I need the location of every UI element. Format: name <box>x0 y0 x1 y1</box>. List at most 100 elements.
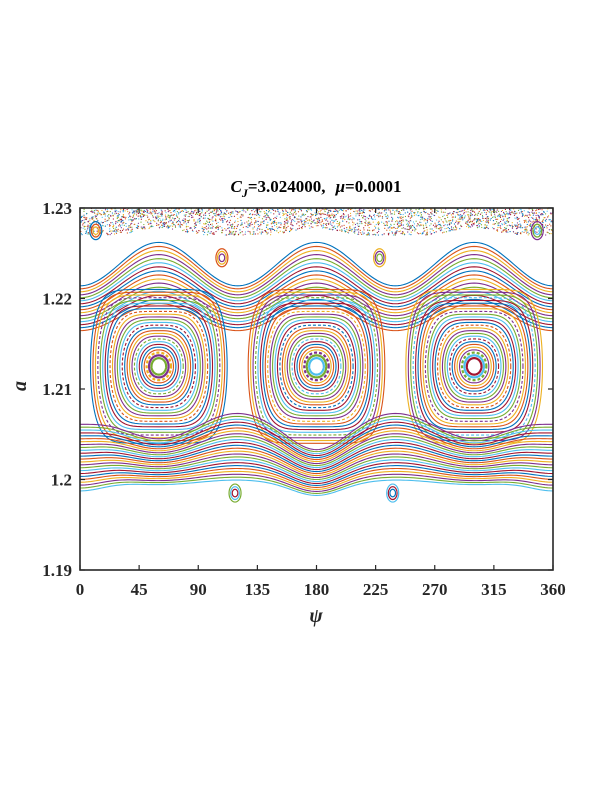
chaotic-point <box>334 219 336 222</box>
small-island-orbit <box>90 223 101 238</box>
lower-orbit-line <box>80 444 553 473</box>
chaotic-point <box>503 223 505 225</box>
chaotic-point <box>106 224 109 226</box>
island-orbit-line <box>145 351 173 382</box>
chaotic-point <box>142 211 145 213</box>
chaotic-point <box>121 229 124 232</box>
chaotic-point <box>210 211 212 213</box>
chaotic-point <box>136 212 138 214</box>
chaotic-point <box>473 222 475 224</box>
chaotic-point <box>125 222 127 225</box>
chaotic-point <box>435 225 437 227</box>
chaotic-point <box>489 211 491 213</box>
chaotic-point <box>483 209 485 211</box>
island-orbit-line <box>131 335 187 398</box>
island-orbit-line <box>444 332 505 400</box>
chaotic-point <box>286 218 288 220</box>
chaotic-point <box>286 222 288 224</box>
chaotic-point <box>249 233 251 235</box>
chaotic-point <box>517 231 519 234</box>
island-orbit-line <box>427 313 522 420</box>
chaotic-point <box>413 214 415 217</box>
chaotic-point <box>217 228 219 231</box>
chaotic-point <box>509 225 512 227</box>
chaotic-point <box>169 209 171 212</box>
chaotic-point <box>274 224 276 227</box>
chaotic-point <box>249 225 251 227</box>
chaotic-point <box>187 225 189 228</box>
chaotic-point <box>497 222 499 224</box>
chaotic-point <box>487 227 489 229</box>
chaotic-point <box>545 225 547 227</box>
chaotic-point <box>203 214 205 216</box>
chaotic-point <box>526 215 528 217</box>
x-tick-label: 0 <box>76 580 85 599</box>
chaotic-point <box>114 228 116 230</box>
chaotic-point <box>209 220 211 222</box>
chaotic-point <box>176 213 178 215</box>
chaotic-point <box>467 223 469 226</box>
chaotic-point <box>199 210 201 212</box>
chaotic-point <box>94 215 96 217</box>
chaotic-point <box>203 228 205 231</box>
chaotic-point <box>152 225 154 228</box>
chaotic-point <box>104 215 106 217</box>
chaotic-point <box>117 213 119 215</box>
chaotic-point <box>148 212 150 214</box>
chaotic-point <box>131 209 133 211</box>
chaotic-point <box>520 209 522 211</box>
chaotic-point <box>292 225 294 227</box>
chaotic-point <box>265 218 267 221</box>
chaotic-point <box>240 223 242 225</box>
chaotic-point <box>325 208 327 211</box>
chaotic-point <box>93 209 95 212</box>
chaotic-point <box>362 231 364 233</box>
lower-orbit-line <box>80 438 553 469</box>
chaotic-point <box>509 212 511 214</box>
chaotic-point <box>341 225 343 227</box>
chaotic-point <box>527 211 529 213</box>
chaotic-point <box>477 223 479 226</box>
chaotic-point <box>363 232 365 234</box>
chaotic-point <box>303 222 306 224</box>
chaotic-point <box>110 222 112 224</box>
chaotic-point <box>495 221 498 223</box>
chaotic-point <box>277 208 279 211</box>
chaotic-point <box>286 219 288 221</box>
chaotic-point <box>247 216 249 219</box>
chaotic-point <box>500 210 503 213</box>
chaotic-point <box>424 208 426 210</box>
chaotic-point <box>468 225 470 228</box>
chaotic-point <box>482 217 484 219</box>
chaotic-point <box>519 208 521 211</box>
chaotic-point <box>271 208 273 211</box>
chaotic-point <box>456 214 459 216</box>
chaotic-point <box>408 220 410 223</box>
chaotic-point <box>131 220 133 222</box>
chaotic-point <box>399 222 401 224</box>
chaotic-point <box>402 216 404 218</box>
chaotic-point <box>173 213 175 216</box>
chaotic-point <box>470 212 472 214</box>
chaotic-point <box>121 224 123 226</box>
chaotic-point <box>291 208 293 211</box>
chaotic-point <box>467 219 469 222</box>
chaotic-point <box>411 229 414 232</box>
chaotic-point <box>443 225 445 227</box>
chaotic-point <box>504 214 506 216</box>
chaotic-point <box>349 229 351 231</box>
chaotic-point <box>301 214 303 216</box>
island-orbit-line <box>293 341 340 392</box>
chaotic-point <box>265 209 268 212</box>
chaotic-point <box>373 214 375 216</box>
upper-orbit-line <box>80 278 553 314</box>
chaotic-point <box>187 219 189 222</box>
chaotic-point <box>368 229 370 231</box>
chaotic-point <box>329 214 331 216</box>
chaotic-point <box>446 224 448 226</box>
chaotic-point <box>207 221 209 223</box>
chaotic-point <box>235 210 237 212</box>
chaotic-point <box>181 219 184 221</box>
chaotic-point <box>373 233 375 235</box>
chaotic-point <box>512 225 514 228</box>
